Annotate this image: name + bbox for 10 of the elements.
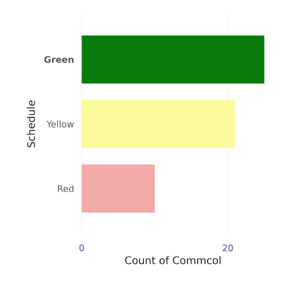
bar <box>82 164 155 213</box>
bar <box>82 100 236 148</box>
y-tick-label: Green <box>44 56 74 63</box>
bar <box>82 35 264 84</box>
y-axis-title: Schedule <box>26 100 36 148</box>
y-tick-label: Red <box>58 185 74 192</box>
y-tick-label: Yellow <box>46 120 74 128</box>
x-tick-label: 20 <box>222 244 233 252</box>
x-tick-label: 0 <box>79 244 84 252</box>
x-axis-title: Count of Commcol <box>125 256 220 264</box>
